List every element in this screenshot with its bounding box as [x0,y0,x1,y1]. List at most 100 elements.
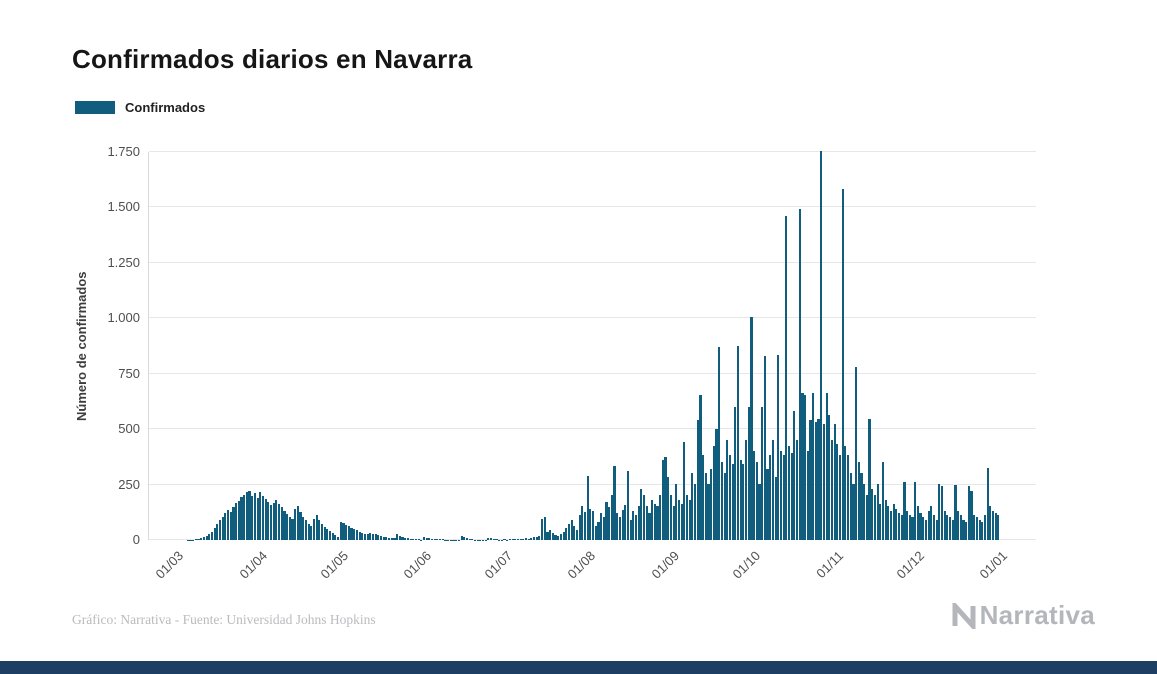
bar [916,506,919,540]
bar [704,473,707,540]
bar [906,510,909,540]
bar [299,511,302,540]
bar [989,506,992,540]
bar [927,510,930,540]
bar [911,517,914,540]
bar [243,494,246,540]
bar [390,538,393,540]
bar [495,539,498,540]
bar [328,531,332,540]
bar [903,481,906,540]
bar [371,533,375,540]
bar [860,473,863,540]
bar [200,538,203,540]
bar [269,504,273,540]
x-tick-label: 01/12 [893,548,928,582]
bar [524,538,528,540]
bar [213,528,216,540]
bar [280,507,283,540]
bar [208,534,211,540]
bar [879,504,882,540]
bar [406,538,409,540]
bar [723,473,726,540]
bar [938,484,941,540]
bar [747,406,750,540]
narrativa-n-icon [952,602,976,629]
bar [809,419,812,540]
bar [425,537,428,540]
bar [812,393,815,540]
bar [358,531,361,540]
bar [755,461,758,540]
bar [575,529,579,540]
bar [967,486,970,540]
bar [256,498,259,540]
bar [855,366,858,540]
bar [804,395,807,540]
bar [221,516,224,540]
bar [643,495,646,540]
bar [782,455,785,540]
y-tick-labels: 0 250 500 750 1.000 1.250 1.500 1.750 [92,144,140,547]
bar [541,518,544,540]
footer-band [0,661,1157,674]
bar [720,461,723,540]
bar [570,519,573,540]
bar [315,515,318,540]
bar [414,539,418,540]
bar [753,450,756,540]
bar [422,536,426,540]
bar [291,518,294,540]
bar [844,446,847,540]
bar [393,538,396,540]
bar [833,424,836,540]
bar [261,495,265,540]
x-tick-label: 01/03 [152,548,187,582]
bar [616,512,619,540]
gridline [149,372,1036,374]
bar [288,516,291,540]
bar [460,536,463,540]
bar [742,464,745,540]
bar [825,393,828,540]
bar [277,504,281,540]
bar [787,446,791,540]
bar [388,537,391,540]
bar [954,485,957,540]
bar [618,516,621,540]
y-tick-label: 750 [118,365,140,381]
bar [430,538,434,540]
bar [527,538,530,540]
bar [991,510,995,540]
bar [876,484,879,540]
bar [396,534,399,540]
bar [538,535,541,540]
bar [779,450,783,540]
bar [691,473,694,540]
bar [353,529,356,540]
bar [672,506,675,540]
bar [734,406,737,540]
bar [659,494,662,540]
bar [932,515,936,540]
bar [366,534,369,540]
bar [312,518,316,540]
bar [892,504,895,540]
bar [197,538,200,540]
bar [973,515,976,540]
bar [522,538,525,540]
bar [339,521,342,540]
bar [361,532,364,540]
bar [516,539,519,540]
bar [433,539,436,540]
bar [949,517,952,540]
bar [895,508,898,540]
bar [881,461,885,540]
bar [731,464,734,540]
bar [626,470,630,540]
bar [514,538,517,540]
bar [957,510,960,540]
bar [286,513,289,540]
bar [519,538,522,540]
